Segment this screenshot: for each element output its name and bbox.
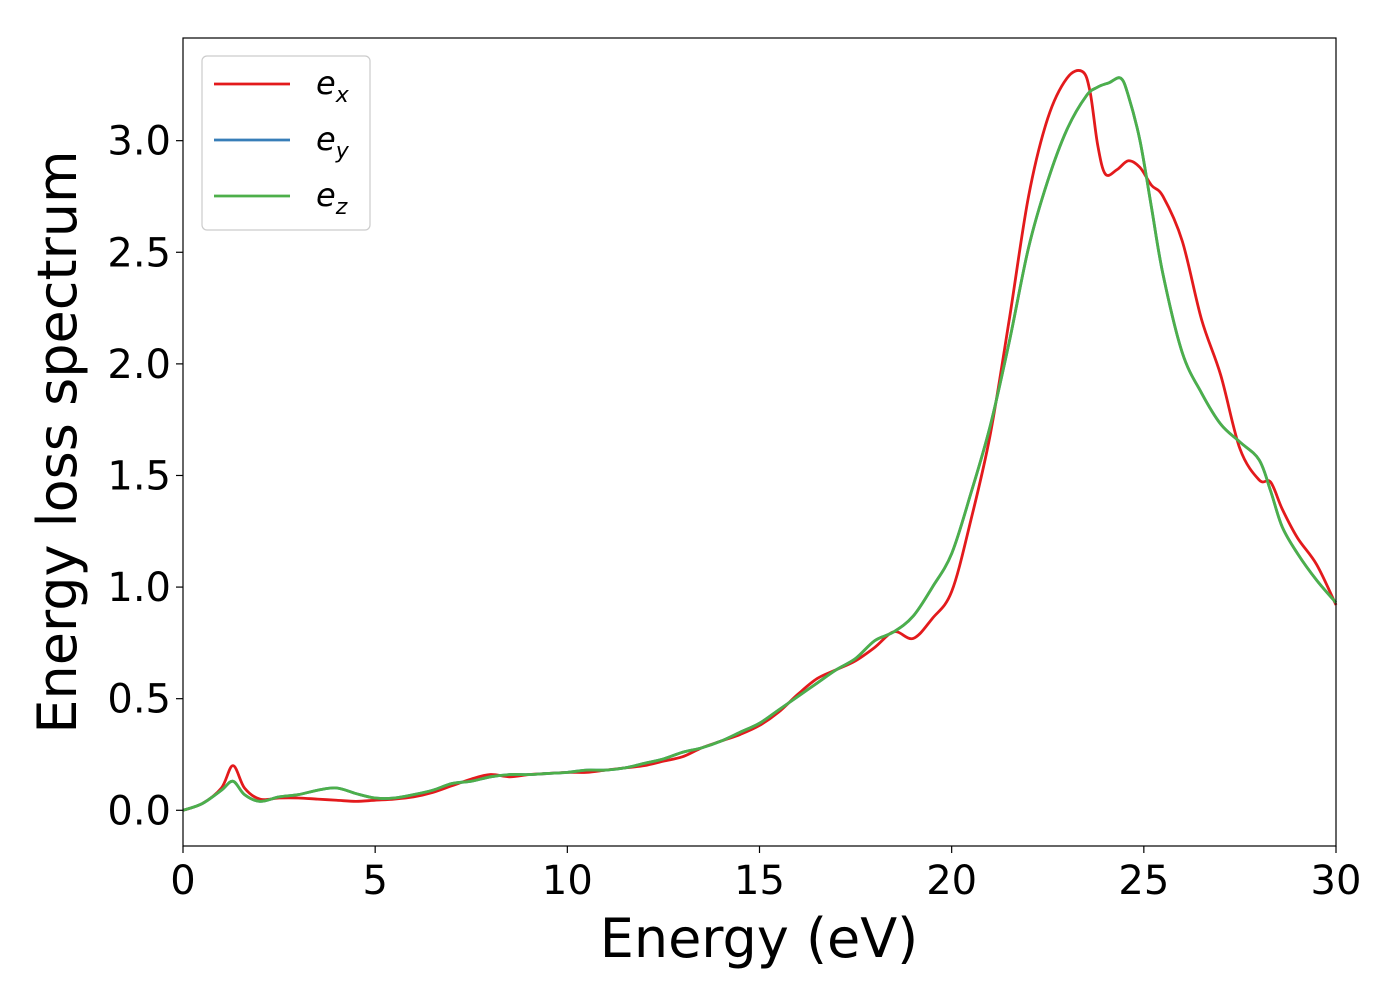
x-tick-label: 20 bbox=[926, 858, 977, 904]
x-axis: 0 5 10 15 20 25 30 bbox=[170, 846, 1361, 904]
x-tick-label: 0 bbox=[170, 858, 195, 904]
legend-entries: ex ey ez bbox=[214, 64, 350, 220]
y-tick-label: 1.5 bbox=[107, 453, 171, 499]
series-line-x bbox=[182, 69, 1338, 812]
series-layer bbox=[182, 69, 1338, 812]
y-axis: 0.0 0.5 1.0 1.5 2.0 2.5 3.0 bbox=[107, 119, 183, 834]
x-tick-label: 30 bbox=[1311, 858, 1362, 904]
legend-label-x: ex bbox=[316, 64, 350, 108]
x-tick-label: 25 bbox=[1118, 858, 1169, 904]
x-tick-label: 15 bbox=[734, 858, 785, 904]
y-tick-label: 1.0 bbox=[107, 565, 171, 611]
y-axis-label: Energy loss spectrum bbox=[26, 150, 89, 733]
y-tick-label: 3.0 bbox=[107, 119, 171, 165]
y-tick-label: 2.0 bbox=[107, 342, 171, 388]
y-tick-label: 0.0 bbox=[107, 788, 171, 834]
x-axis-label: Energy (eV) bbox=[600, 907, 919, 970]
legend-label-z: ez bbox=[316, 176, 348, 220]
legend-label-y: ey bbox=[316, 120, 350, 164]
x-tick-label: 5 bbox=[362, 858, 387, 904]
series-line-z bbox=[182, 76, 1338, 812]
x-tick-label: 10 bbox=[542, 858, 593, 904]
legend-frame bbox=[201, 55, 371, 231]
legend: ex ey ez bbox=[201, 55, 371, 231]
y-tick-label: 2.5 bbox=[107, 230, 171, 276]
y-tick-label: 0.5 bbox=[107, 677, 171, 723]
